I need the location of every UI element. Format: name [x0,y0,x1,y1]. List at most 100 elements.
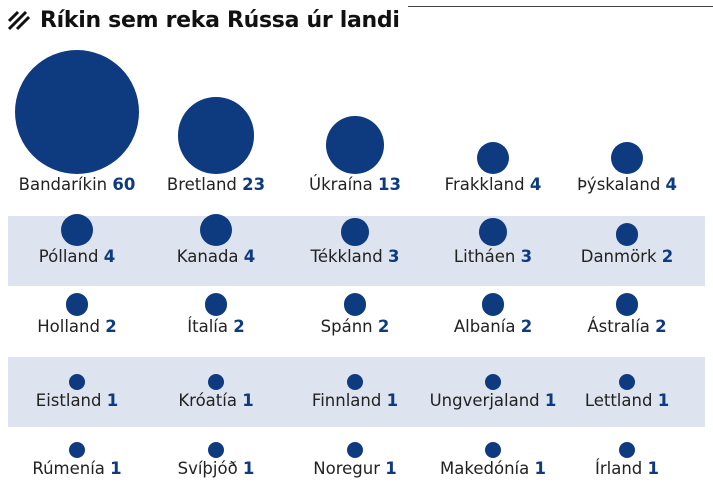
bubble [199,213,232,246]
bubble [204,293,228,316]
chart-header: Ríkin sem reka Rússa úr landi [8,4,400,36]
country-label: Makedónía 1 [423,459,563,478]
country-value: 3 [387,247,400,266]
country-value: 1 [386,391,399,410]
bubble [615,293,639,316]
bubble [207,373,224,390]
country-value: 4 [243,247,256,266]
row-band [8,357,705,427]
country-name: Frakkland [444,175,530,194]
country-value: 13 [377,175,401,194]
bubble [484,441,501,458]
country-label: Þýskaland 4 [557,175,697,194]
country-name: Ástralía [587,317,656,336]
bubble [207,441,224,458]
bubble [346,441,363,458]
bubble [618,441,635,458]
country-name: Svíþjóð [177,459,243,478]
bubble [68,441,85,458]
bubble [610,141,643,174]
country-name: Bretland [166,175,243,194]
bubble [481,293,505,316]
country-value: 4 [665,175,678,194]
country-label: Spánn 2 [285,317,425,336]
country-name: Úkraína [309,175,378,194]
hatch-icon [8,10,30,31]
country-label: Kanada 4 [146,247,286,266]
country-label: Svíþjóð 1 [146,459,286,478]
country-name: Ungverjaland [429,391,545,410]
country-label: Úkraína 13 [285,175,425,194]
country-value: 1 [657,391,670,410]
country-value: 60 [112,175,136,194]
country-label: Rúmenía 1 [7,459,147,478]
country-name: Bandaríkin [18,175,113,194]
bubble [479,218,507,246]
country-name: Rúmenía [32,459,111,478]
country-label: Pólland 4 [7,247,147,266]
country-name: Þýskaland [576,175,666,194]
country-label: Ástralía 2 [557,317,697,336]
country-name: Holland [37,317,106,336]
country-label: Ítalía 2 [146,317,286,336]
country-value: 2 [233,317,245,336]
country-label: Lettland 1 [557,391,697,410]
bubble [615,223,639,246]
country-name: Finnland [311,391,387,410]
country-value: 1 [242,391,254,410]
country-label: Írland 1 [557,459,697,478]
country-value: 2 [661,247,674,266]
bubble [65,293,89,316]
bubble [476,141,509,174]
country-value: 2 [105,317,117,336]
country-label: Bandaríkin 60 [7,175,147,194]
country-label: Holland 2 [7,317,147,336]
country-label: Ungverjaland 1 [423,391,563,410]
country-name: Noregur [313,459,386,478]
country-label: Danmörk 2 [557,247,697,266]
country-value: 1 [106,391,119,410]
country-label: Noregur 1 [285,459,425,478]
bubble [484,373,501,390]
country-name: Makedónía [440,459,535,478]
country-name: Tékkland [310,247,388,266]
country-name: Írland [594,459,648,478]
bubble [618,373,635,390]
country-name: Albanía [453,317,521,336]
country-name: Litháen [453,247,521,266]
country-value: 4 [529,175,542,194]
country-name: Spánn [320,317,378,336]
country-label: Eistland 1 [7,391,147,410]
bubble [341,218,369,246]
country-value: 2 [520,317,533,336]
country-value: 1 [534,459,546,478]
country-value: 1 [647,459,659,478]
chart-title: Ríkin sem reka Rússa úr landi [40,7,400,33]
country-value: 3 [520,247,533,266]
bubble [68,373,85,390]
country-label: Bretland 23 [146,175,286,194]
country-name: Pólland [38,247,104,266]
country-name: Lettland [584,391,658,410]
country-label: Frakkland 4 [423,175,563,194]
bubble [15,50,139,174]
country-value: 1 [242,459,255,478]
header-rule [408,6,713,7]
bubble [343,293,367,316]
country-value: 2 [377,317,390,336]
country-label: Tékkland 3 [285,247,425,266]
country-name: Króatía [178,391,243,410]
country-label: Finnland 1 [285,391,425,410]
country-value: 1 [385,459,397,478]
country-value: 1 [110,459,122,478]
country-value: 4 [103,247,116,266]
country-label: Litháen 3 [423,247,563,266]
bubble [326,116,384,174]
country-name: Eistland [35,391,107,410]
country-value: 23 [242,175,266,194]
bubble [60,213,93,246]
country-name: Kanada [176,247,244,266]
country-label: Albanía 2 [423,317,563,336]
country-label: Króatía 1 [146,391,286,410]
bubble [346,373,363,390]
